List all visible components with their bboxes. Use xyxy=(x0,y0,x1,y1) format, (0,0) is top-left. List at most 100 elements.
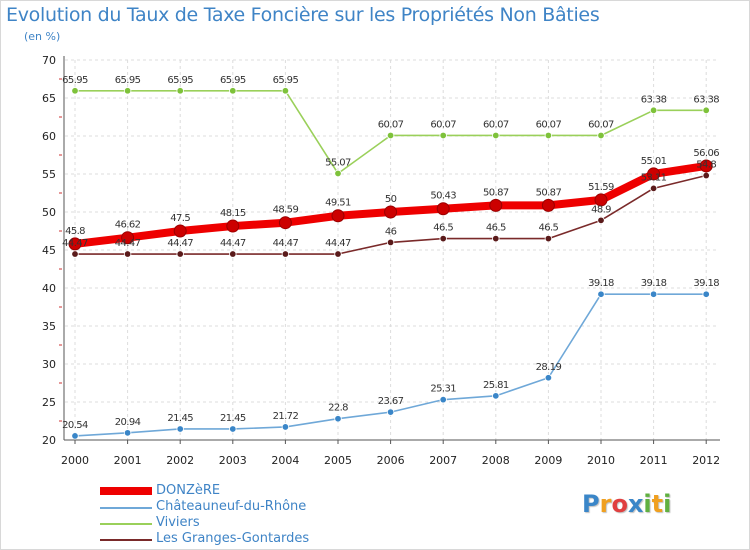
data-label: 65.95 xyxy=(62,75,88,86)
data-point xyxy=(71,432,79,440)
data-point xyxy=(489,198,503,212)
data-label: 63.38 xyxy=(641,94,667,105)
y-tick-label: 20 xyxy=(42,434,56,447)
data-label: 48.9 xyxy=(591,204,611,215)
logo-letter: t xyxy=(651,490,664,518)
logo-letter: x xyxy=(627,490,644,518)
data-label: 60.07 xyxy=(378,119,404,130)
y-tick-label: 70 xyxy=(42,54,56,67)
data-label: 55.07 xyxy=(325,157,351,168)
data-label: 65.95 xyxy=(273,75,299,86)
line-chart: 20 25 30 35 40 45 50 55 60 65 70 2000 2001 2002 2003 20… xyxy=(42,54,720,467)
data-point xyxy=(123,250,132,258)
data-label: 20.94 xyxy=(115,417,141,428)
data-point xyxy=(278,216,292,230)
chart-unit-label: (en %) xyxy=(24,30,61,43)
data-label: 50.43 xyxy=(430,191,456,202)
data-point xyxy=(702,106,710,115)
data-point xyxy=(386,238,395,247)
legend-swatch-donzere xyxy=(100,487,152,495)
data-label: 50.87 xyxy=(536,187,562,198)
data-label: 44.47 xyxy=(62,238,88,249)
logo-letter: o xyxy=(611,490,628,518)
data-point xyxy=(439,131,447,140)
data-label: 46.62 xyxy=(115,220,141,231)
x-tick-label: 2005 xyxy=(324,454,352,467)
data-label: 46.5 xyxy=(433,223,453,234)
data-point xyxy=(492,131,500,140)
data-point xyxy=(649,290,658,298)
data-point xyxy=(331,209,345,223)
data-label: 46.5 xyxy=(538,223,558,234)
y-tick-label: 35 xyxy=(42,320,56,333)
data-point xyxy=(597,290,605,298)
data-label: 25.31 xyxy=(430,384,456,395)
proxiti-logo: Proxiti xyxy=(582,490,671,518)
data-point xyxy=(544,131,553,140)
legend-item-granges: Les Granges-Gontardes xyxy=(100,531,360,548)
legend-item-chateauneuf: Châteauneuf-du-Rhône xyxy=(100,499,360,516)
data-label: 56.06 xyxy=(693,148,719,159)
data-point xyxy=(281,250,290,258)
data-label: 45.8 xyxy=(65,226,85,237)
axis-layer: 20 25 30 35 40 45 50 55 60 65 70 2000 2001 2002 2003 20… xyxy=(42,54,720,467)
data-label: 51.59 xyxy=(588,182,614,193)
data-label: 28.19 xyxy=(536,362,562,373)
x-tick-label: 2012 xyxy=(692,454,720,467)
data-label-layer: 65.95 65.95 65.95 65.95 65.95 55.07 60.07 60.07… xyxy=(62,75,720,431)
data-point xyxy=(702,171,710,180)
y-tick-label: 60 xyxy=(42,130,56,143)
data-point xyxy=(439,234,447,243)
data-label: 44.47 xyxy=(167,238,193,249)
x-tick-label: 2002 xyxy=(166,454,194,467)
legend-swatch-granges xyxy=(100,539,152,541)
data-label: 46 xyxy=(385,226,397,237)
data-label: 25.81 xyxy=(483,380,509,391)
data-label: 39.18 xyxy=(588,278,614,289)
y-tick-label: 65 xyxy=(42,92,56,105)
series-layer xyxy=(68,87,713,440)
data-label: 60.07 xyxy=(536,119,562,130)
data-point xyxy=(71,87,79,95)
data-label: 48.15 xyxy=(220,208,246,219)
data-point xyxy=(386,131,395,140)
chart-title: Evolution du Taux de Taxe Foncière sur l… xyxy=(6,4,600,26)
data-point xyxy=(594,193,608,207)
y-tick-label: 55 xyxy=(42,168,56,181)
x-tick-label: 2008 xyxy=(482,454,510,467)
data-label: 60.07 xyxy=(430,119,456,130)
data-label: 65.95 xyxy=(167,75,193,86)
data-point xyxy=(702,290,710,298)
data-label: 65.95 xyxy=(115,75,141,86)
data-label: 23.67 xyxy=(378,396,404,407)
data-label: 65.95 xyxy=(220,75,246,86)
data-label: 20.54 xyxy=(62,420,88,431)
data-point xyxy=(281,87,290,95)
data-point xyxy=(649,106,658,115)
logo-letter: i xyxy=(643,490,652,518)
data-point xyxy=(176,425,184,433)
x-tick-label: 2000 xyxy=(61,454,89,467)
logo-letter: r xyxy=(599,490,612,518)
data-point xyxy=(229,425,237,433)
data-label: 50.87 xyxy=(483,187,509,198)
data-label: 44.47 xyxy=(220,238,246,249)
y-tick-label: 50 xyxy=(42,206,56,219)
data-point xyxy=(68,237,82,251)
data-label: 46.5 xyxy=(486,223,506,234)
x-tick-label: 2004 xyxy=(271,454,299,467)
data-point xyxy=(597,131,605,140)
data-label: 60.07 xyxy=(483,119,509,130)
data-label: 21.72 xyxy=(273,411,299,422)
x-tick-label: 2011 xyxy=(640,454,668,467)
logo-letter: i xyxy=(663,490,672,518)
data-point xyxy=(176,87,184,95)
data-label: 53.11 xyxy=(641,172,667,183)
legend-swatch-chateauneuf xyxy=(100,507,152,509)
data-point xyxy=(492,234,500,243)
data-label: 50 xyxy=(385,194,397,205)
legend-swatch-viviers xyxy=(100,523,152,525)
data-label: 63.38 xyxy=(693,94,719,105)
legend-label-donzere: DONZèRE xyxy=(156,483,221,498)
data-label: 39.18 xyxy=(693,278,719,289)
